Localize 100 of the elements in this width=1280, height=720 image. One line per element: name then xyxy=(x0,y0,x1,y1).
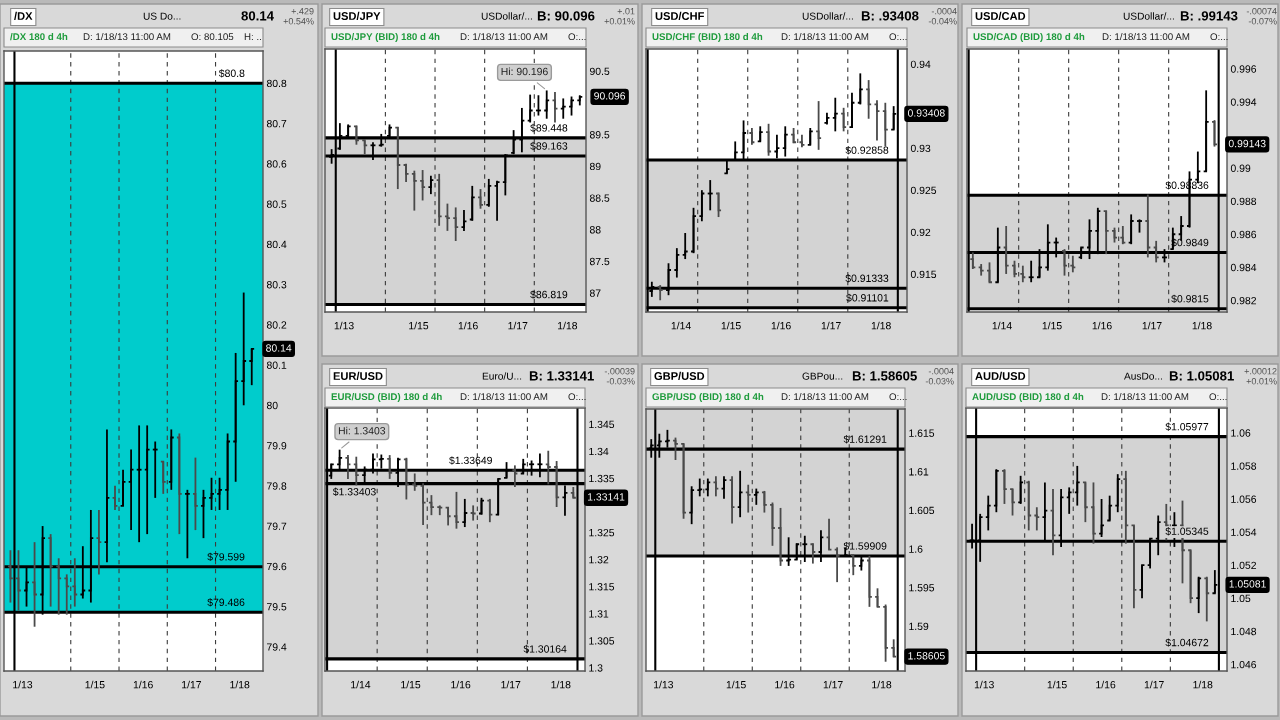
y-tick-label: 79.7 xyxy=(267,522,287,530)
x-tick-label: 1/18 xyxy=(230,680,250,689)
candlestick xyxy=(1001,468,1008,505)
candlestick xyxy=(736,469,744,519)
ref-line-label: $1.30164 xyxy=(523,644,567,654)
ref-line-label: $0.92858 xyxy=(845,146,889,155)
candlestick xyxy=(781,125,789,158)
chart-subtitle: D: 1/18/13 11:00 AM xyxy=(460,32,548,41)
x-tick-label: 1/13 xyxy=(654,680,674,689)
candlestick xyxy=(984,494,992,532)
text: -0.03% xyxy=(925,378,954,385)
candlestick xyxy=(672,436,679,461)
text: O:... xyxy=(889,393,907,401)
candlestick xyxy=(224,432,231,511)
candlestick xyxy=(1122,469,1130,545)
annotation: 90.096 xyxy=(594,92,626,100)
y-tick-label: 79.4 xyxy=(267,643,287,651)
y-tick-label: 1.615 xyxy=(909,429,935,437)
candlestick xyxy=(848,91,856,129)
chart-title: AUD/USD (BID) 180 d 4h xyxy=(972,392,1084,403)
candlestick xyxy=(1025,479,1033,532)
y-tick-label: 1.6 xyxy=(909,545,923,553)
y-tick-label: 0.988 xyxy=(1230,197,1257,206)
y-tick-label: 0.984 xyxy=(1230,263,1257,272)
y-tick-label: 1.06 xyxy=(1231,429,1251,437)
x-tick-label: 1/18 xyxy=(1192,321,1212,330)
candlestick xyxy=(849,554,857,577)
text: O:... xyxy=(1210,33,1228,41)
candlestick xyxy=(1017,474,1024,505)
candlestick xyxy=(1127,213,1135,246)
candlestick xyxy=(720,475,728,500)
y-tick-label: 0.93 xyxy=(910,144,931,153)
candlestick xyxy=(435,172,443,227)
candlestick xyxy=(551,91,559,124)
candlestick xyxy=(1195,575,1203,615)
text: USDollar/... xyxy=(1123,12,1174,20)
candlestick xyxy=(419,482,427,526)
candlestick xyxy=(769,501,776,547)
y-tick-label: 1.335 xyxy=(589,474,615,483)
text: +0.54% xyxy=(283,18,314,25)
text: B: .93408 xyxy=(861,11,919,21)
annotation: Hi: 1.3403 xyxy=(338,426,386,435)
text: B: 1.05081 xyxy=(1169,371,1234,381)
x-tick-label: 1/17 xyxy=(508,321,528,330)
ref-line-label: $89.163 xyxy=(530,141,568,151)
x-tick-label: 1/13 xyxy=(13,680,33,689)
text: B: .99143 xyxy=(1180,11,1238,21)
candlestick xyxy=(176,432,183,536)
candlestick xyxy=(865,79,873,120)
text: USDollar/... xyxy=(802,12,853,20)
y-tick-label: 0.982 xyxy=(1230,296,1257,305)
candlestick xyxy=(1138,564,1146,600)
y-tick-label: 0.925 xyxy=(910,186,937,195)
x-tick-label: 1/15 xyxy=(85,680,105,689)
x-tick-label: 1/18 xyxy=(872,680,892,689)
x-tick-label: 1/16 xyxy=(1092,321,1112,330)
x-tick-label: 1/18 xyxy=(871,321,891,330)
text: O:... xyxy=(568,33,586,41)
candlestick xyxy=(248,348,256,387)
y-tick-label: 1.058 xyxy=(1231,462,1257,470)
candlestick xyxy=(119,468,127,507)
candlestick xyxy=(1082,481,1089,524)
candlestick xyxy=(698,189,706,223)
ref-line-label: $1.33403 xyxy=(332,487,376,497)
y-tick-label: 87.5 xyxy=(589,257,610,266)
x-tick-label: 1/15 xyxy=(1042,321,1062,330)
candlestick xyxy=(1090,481,1097,545)
y-tick-label: 80.4 xyxy=(266,240,287,249)
y-tick-label: 80.3 xyxy=(266,281,287,289)
y-tick-label: 1.605 xyxy=(909,506,935,515)
candlestick xyxy=(690,206,697,255)
candlestick xyxy=(159,460,167,495)
y-tick-label: 87 xyxy=(589,289,601,297)
y-tick-label: 1.048 xyxy=(1231,627,1257,636)
candlestick xyxy=(873,99,881,142)
text: -0.04% xyxy=(928,18,957,25)
candlestick xyxy=(1114,473,1122,514)
candlestick xyxy=(47,533,54,608)
candlestick xyxy=(240,291,248,407)
candlestick xyxy=(1106,494,1113,522)
candlestick xyxy=(840,106,848,133)
candlestick xyxy=(1130,524,1138,610)
candlestick xyxy=(427,174,435,196)
chart-title: GBP/USD (BID) 180 d 4h xyxy=(652,392,764,403)
y-tick-label: 88.5 xyxy=(589,194,610,202)
candlestick xyxy=(55,557,63,616)
text: -0.07% xyxy=(1248,18,1277,25)
y-tick-label: 80.7 xyxy=(266,119,287,128)
candlestick xyxy=(526,93,534,124)
text: USD/CAD xyxy=(975,11,1026,21)
y-tick-label: 79.8 xyxy=(267,482,287,490)
chart-title: /DX 180 d 4h xyxy=(10,32,68,41)
text: -.00039 xyxy=(604,368,635,375)
text: USDollar/... xyxy=(481,12,532,20)
ref-line-label: $0.91101 xyxy=(846,293,889,303)
y-tick-label: 80.2 xyxy=(266,321,287,329)
y-tick-label: 89.5 xyxy=(589,131,610,139)
x-tick-label: 1/17 xyxy=(182,680,202,689)
candlestick xyxy=(444,506,452,527)
candlestick xyxy=(394,126,402,190)
